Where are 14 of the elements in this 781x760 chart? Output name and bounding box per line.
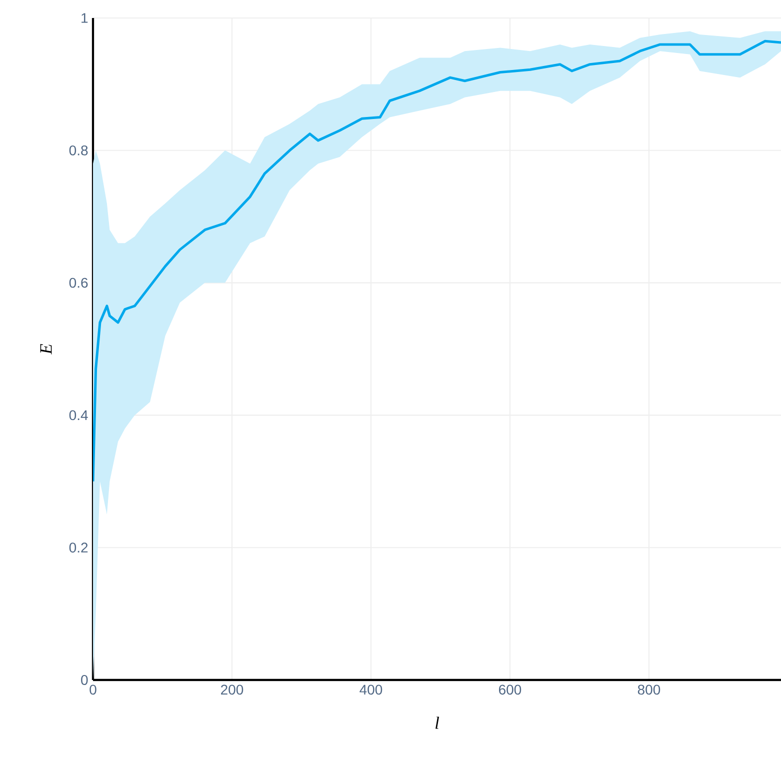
y-axis-title: E (40, 344, 52, 354)
line-series (93, 40, 781, 483)
y-tick-label: 0.6 (69, 278, 88, 288)
y-tick-label: 0.8 (69, 145, 88, 156)
x-axis-title: l (436, 716, 440, 729)
y-tick-label: 0.2 (69, 542, 88, 553)
y-tick-label: 0.4 (69, 410, 88, 420)
x-tick-label: 200 (221, 684, 244, 695)
y-tick-label: 0 (81, 675, 88, 685)
x-tick-label: 800 (638, 684, 660, 695)
x-tick-label: 0 (90, 684, 96, 695)
x-tick-label: 600 (499, 684, 522, 695)
x-tick-label: 400 (360, 684, 382, 695)
y-tick-label: 1 (82, 13, 88, 23)
